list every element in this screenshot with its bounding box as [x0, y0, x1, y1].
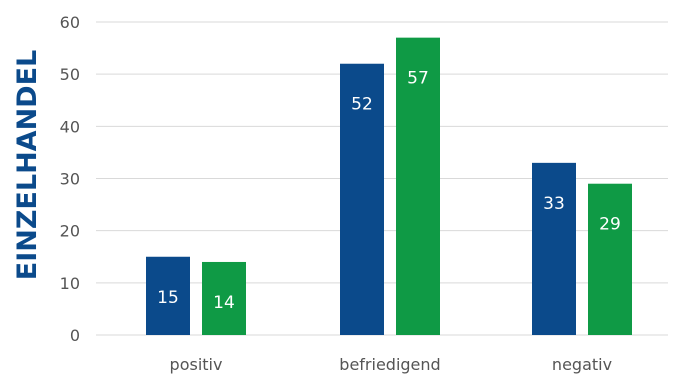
y-tick-label: 30 — [60, 170, 80, 189]
bar-data-labels: 15 14 52 57 33 29 — [157, 69, 621, 313]
x-tick-label-negativ: negativ — [552, 355, 612, 374]
bar-data-label: 29 — [599, 215, 621, 235]
bar-negativ-series-2 — [588, 183, 632, 335]
bar-data-label: 14 — [213, 293, 235, 313]
bar-data-label: 33 — [543, 194, 565, 214]
y-tick-label: 50 — [60, 65, 80, 84]
y-tick-label: 10 — [60, 274, 80, 293]
bar-data-label: 52 — [351, 95, 373, 115]
x-tick-label-befriedigend: befriedigend — [339, 355, 440, 374]
bars — [146, 37, 632, 336]
y-axis-tick-labels: 0 10 20 30 40 50 60 — [60, 13, 80, 345]
bar-befriedigend-series-1 — [340, 63, 384, 335]
bar-positiv-series-1 — [146, 256, 190, 335]
x-axis-tick-labels: positiv befriedigend negativ — [170, 355, 613, 374]
y-tick-label: 40 — [60, 117, 80, 136]
bar-befriedigend-series-2 — [396, 37, 440, 336]
y-tick-label: 0 — [70, 326, 80, 345]
bar-positiv-series-2 — [202, 261, 246, 335]
y-tick-label: 60 — [60, 13, 80, 32]
bar-data-label: 15 — [157, 288, 179, 308]
y-tick-label: 20 — [60, 222, 80, 241]
y-axis-title: EINZELHANDEL — [12, 50, 43, 280]
x-tick-label-positiv: positiv — [170, 355, 223, 374]
bar-data-label: 57 — [407, 69, 429, 89]
bar-negativ-series-1 — [532, 162, 576, 335]
